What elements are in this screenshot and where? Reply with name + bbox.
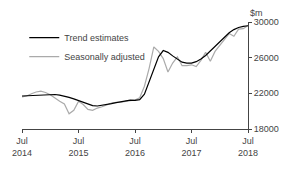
svg-text:Jul2017: Jul2017 [181,136,201,158]
svg-text:Jul2016: Jul2016 [125,136,145,158]
svg-text:$m: $m [250,8,263,18]
svg-text:18000: 18000 [254,124,279,134]
svg-text:26000: 26000 [254,53,279,63]
svg-text:30000: 30000 [254,17,279,27]
svg-text:Jul2018: Jul2018 [238,136,258,158]
svg-text:Trend estimates: Trend estimates [64,33,129,43]
svg-text:22000: 22000 [254,88,279,98]
svg-text:Seasonally adjusted: Seasonally adjusted [64,52,145,62]
svg-text:Jul2014: Jul2014 [12,136,32,158]
svg-text:Jul2015: Jul2015 [68,136,88,158]
